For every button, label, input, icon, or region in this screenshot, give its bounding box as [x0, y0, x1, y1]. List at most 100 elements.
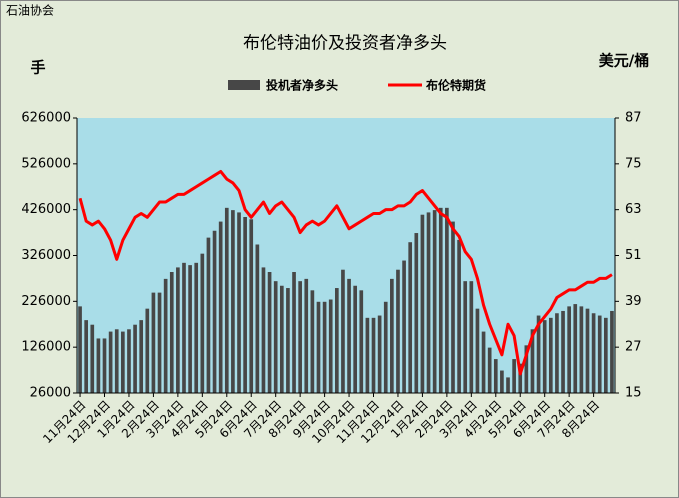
legend-label: 投机者净多头	[266, 78, 338, 93]
bar	[169, 272, 174, 393]
y-tick-label: 626000	[21, 111, 71, 126]
bar	[542, 320, 547, 393]
bar	[445, 207, 449, 393]
y2-axis-label: 美元/桶	[599, 52, 649, 70]
y-tick-label: 526000	[21, 156, 71, 171]
bar	[237, 212, 241, 393]
bar	[322, 301, 327, 393]
bar	[463, 281, 468, 393]
bar	[224, 207, 229, 393]
bar	[573, 304, 578, 393]
y2-tick-label: 15	[625, 386, 642, 401]
bar	[279, 285, 284, 393]
bar	[249, 219, 254, 393]
bar	[84, 320, 89, 393]
bar	[298, 281, 302, 393]
y-tick-label: 426000	[21, 202, 71, 217]
bar	[597, 315, 602, 393]
bar	[518, 363, 523, 393]
bar	[151, 292, 156, 393]
bar	[292, 272, 296, 393]
bar	[334, 288, 339, 393]
bar	[548, 317, 553, 393]
bar	[365, 317, 370, 393]
bar	[231, 210, 235, 393]
bar	[591, 313, 596, 393]
bar	[353, 285, 358, 393]
bar	[438, 207, 443, 393]
bar	[420, 214, 425, 393]
y-tick-label: 326000	[21, 248, 71, 263]
y2-tick-label: 39	[625, 294, 642, 309]
y-tick-label: 126000	[21, 340, 71, 355]
bar	[163, 278, 168, 393]
bar	[536, 315, 541, 393]
bar	[426, 212, 431, 393]
bar	[506, 377, 510, 393]
bar	[579, 306, 584, 393]
bar	[408, 242, 413, 393]
bar	[555, 313, 559, 393]
bar	[127, 329, 131, 393]
bar	[377, 315, 382, 393]
bar	[371, 317, 376, 393]
bar	[610, 310, 614, 393]
chart-title: 布伦特油价及投资者净多头	[243, 34, 447, 54]
bar	[194, 262, 199, 393]
bar	[133, 324, 137, 393]
bar	[512, 359, 516, 393]
bar	[561, 310, 565, 393]
bar	[341, 269, 345, 393]
legend-label: 布伦特期货	[426, 78, 486, 93]
bar	[414, 233, 419, 393]
y-tick-label: 26000	[30, 386, 71, 401]
bar	[200, 253, 205, 393]
bar	[206, 237, 211, 393]
bar	[475, 308, 480, 393]
bar	[188, 265, 192, 393]
bar	[493, 359, 498, 393]
bar	[530, 329, 535, 393]
bar	[396, 269, 400, 393]
bar	[469, 281, 474, 393]
bar	[603, 317, 608, 393]
bar	[182, 262, 186, 393]
y2-tick-label: 87	[625, 111, 642, 126]
legend-swatch	[228, 80, 260, 90]
y2-tick-label: 51	[625, 248, 642, 263]
line	[78, 169, 613, 376]
bar	[96, 338, 101, 393]
bar	[243, 217, 247, 393]
y2-tick-label: 63	[625, 202, 642, 217]
bar	[90, 324, 95, 393]
bar	[261, 267, 266, 393]
bar	[310, 290, 315, 393]
bar	[585, 308, 590, 393]
bar	[432, 210, 437, 393]
bar	[347, 278, 351, 393]
bar	[500, 370, 504, 393]
bar	[457, 239, 461, 393]
bar	[524, 345, 529, 393]
bar	[286, 288, 290, 393]
bar	[212, 230, 217, 393]
bar	[176, 267, 180, 393]
bar	[567, 306, 571, 393]
y2-tick-label: 27	[625, 340, 642, 355]
bar	[218, 221, 223, 393]
bar	[359, 290, 364, 393]
bar	[316, 301, 321, 393]
bar	[145, 308, 150, 393]
bar	[273, 281, 278, 393]
y-axis-label: 手	[30, 59, 45, 77]
bar	[102, 338, 107, 393]
y2-tick-label: 75	[625, 156, 642, 171]
source: 石油协会	[6, 3, 54, 18]
bar	[383, 301, 388, 393]
bar	[304, 278, 309, 393]
y-tick-label: 226000	[21, 294, 71, 309]
bar	[121, 331, 125, 393]
bar	[78, 306, 82, 393]
bar	[108, 331, 113, 393]
